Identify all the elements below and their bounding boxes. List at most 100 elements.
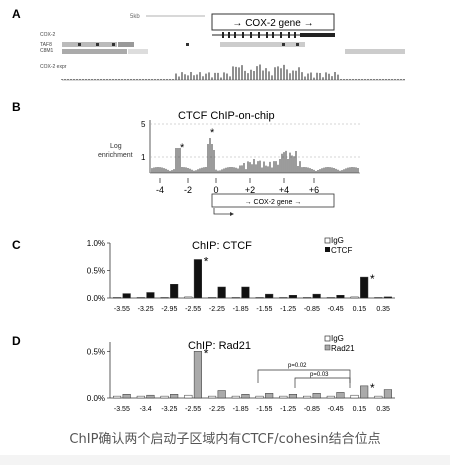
bar-rad21 <box>193 351 202 399</box>
bar-igg <box>350 296 359 299</box>
bar-igg <box>136 395 145 399</box>
bar-igg <box>374 297 383 299</box>
x-tick-label: -1.55 <box>256 306 272 313</box>
exon-mark <box>250 32 252 38</box>
panel-b-xticks: -4 -2 0 +2 +4 +6 <box>156 178 319 195</box>
annotation-mark <box>296 43 299 46</box>
chart-c: 0.0% 0.5% 1.0% -3.55 -3.25 -2.95 -2.55 * -2.25 -1… <box>87 239 395 313</box>
x-tick-label: -2.95 <box>161 306 177 313</box>
bar-rad21 <box>217 390 226 399</box>
annotation-bar <box>128 49 148 54</box>
x-tick-label: 0.15 <box>353 306 367 313</box>
bar-rad21 <box>146 394 155 399</box>
x-tick-label: -3.4 <box>140 406 152 413</box>
x-tick-label: -2.55 <box>185 306 201 313</box>
legend-label-ctcf: CTCF <box>331 246 352 255</box>
x-tick-label: -3.55 <box>114 406 130 413</box>
annotation-mark <box>112 43 115 46</box>
bar-igg <box>160 297 169 299</box>
bar-rad21 <box>383 389 392 399</box>
bar-ctcf <box>170 284 179 299</box>
panel-a: A 5kb → COX-2 gene → COX-2 TAF8 C8M1 COX… <box>12 7 405 81</box>
panel-b-xtick-label: -4 <box>156 185 164 195</box>
bar-rad21 <box>122 394 131 399</box>
expression-peaks <box>61 64 405 80</box>
bar-rad21 <box>360 385 369 399</box>
panel-b-xtick-label: +6 <box>309 185 319 195</box>
significance-star: * <box>370 381 375 395</box>
annotation-marks <box>78 43 299 46</box>
legend-label-rad21: Rad21 <box>331 344 355 353</box>
track-label-cox2: COX-2 <box>40 32 56 38</box>
bar-igg <box>303 297 312 299</box>
legend-swatch-rad21 <box>324 344 331 351</box>
bar-ctcf <box>312 293 321 299</box>
panel-b-ytick-1: 1 <box>141 153 146 162</box>
bar-ctcf <box>122 293 131 299</box>
x-tick-label: -1.25 <box>280 306 296 313</box>
annotation-mark <box>282 43 285 46</box>
panel-b-star: * <box>210 127 215 139</box>
exon-mark <box>258 32 260 38</box>
exon-mark <box>242 32 244 38</box>
bar-igg <box>113 297 122 299</box>
x-tick-label: -1.25 <box>280 406 296 413</box>
x-tick-label: -1.55 <box>256 406 272 413</box>
x-tick-label: -0.85 <box>304 306 320 313</box>
bar-ctcf <box>193 259 202 299</box>
panel-b-ylabel-2: enrichment <box>98 152 133 159</box>
x-tick-label: -3.55 <box>114 306 130 313</box>
pvalue-label: p=0.02 <box>288 363 307 369</box>
annotation-mark <box>96 43 99 46</box>
panel-b-ytick-5: 5 <box>141 120 146 129</box>
exon-mark <box>280 32 282 38</box>
track-label-taf8: TAF8 <box>40 42 52 48</box>
annotation-bar <box>62 42 117 47</box>
bar-igg <box>113 395 122 399</box>
significance-bracket <box>257 369 351 383</box>
bar-rad21 <box>312 393 321 399</box>
bar-ctcf <box>336 295 345 299</box>
panel-b-xtick-label: -2 <box>184 185 192 195</box>
bar-igg <box>279 395 288 399</box>
y-tick-label: 0.0% <box>87 394 105 403</box>
bar-igg <box>160 395 169 399</box>
exon-mark <box>294 32 296 38</box>
legend-swatch-igg <box>324 335 331 342</box>
significance-bracket <box>294 377 351 388</box>
bar-igg <box>303 395 312 399</box>
bar-igg <box>231 395 240 399</box>
significance-star: * <box>370 272 375 286</box>
bar-igg <box>326 297 335 299</box>
bar-ctcf <box>360 276 369 299</box>
exon-mark <box>266 32 268 38</box>
panel-d-title: ChIP: Rad21 <box>188 340 251 352</box>
bar-rad21 <box>241 394 250 399</box>
gene-box-label: → COX-2 gene → <box>232 18 313 29</box>
bar-igg <box>184 296 193 299</box>
gene-exons <box>222 32 296 38</box>
track-label-expr: COX-2 expr <box>40 64 67 70</box>
x-tick-label: -3.25 <box>161 406 177 413</box>
bar-igg <box>184 394 193 399</box>
bar-rad21 <box>265 393 274 399</box>
panel-c-label: C <box>12 238 21 252</box>
panel-d-label: D <box>12 334 21 348</box>
bar-rad21 <box>170 394 179 399</box>
gene-exon-block <box>300 33 335 37</box>
bar-igg <box>255 297 264 299</box>
tss-arrow <box>213 208 232 215</box>
chart-d: 0.0% 0.5% -3.55 -3.4 -3.25 -2.55 * -2.25 -1.85 -1… <box>87 342 395 413</box>
bar-igg <box>374 395 383 399</box>
pvalue-label: p=0.03 <box>310 372 329 378</box>
bar-igg <box>255 395 264 399</box>
bar-ctcf <box>265 293 274 299</box>
x-tick-label: 0.35 <box>376 306 390 313</box>
significance-star: * <box>204 255 209 269</box>
x-tick-label: 0.35 <box>376 406 390 413</box>
panel-b-label: B <box>12 100 21 114</box>
annotation-mark <box>78 43 81 46</box>
bar-ctcf <box>288 295 297 299</box>
figure-caption: ChIP确认两个启动子区域内有CTCF/cohesin结合位点 <box>69 432 381 447</box>
